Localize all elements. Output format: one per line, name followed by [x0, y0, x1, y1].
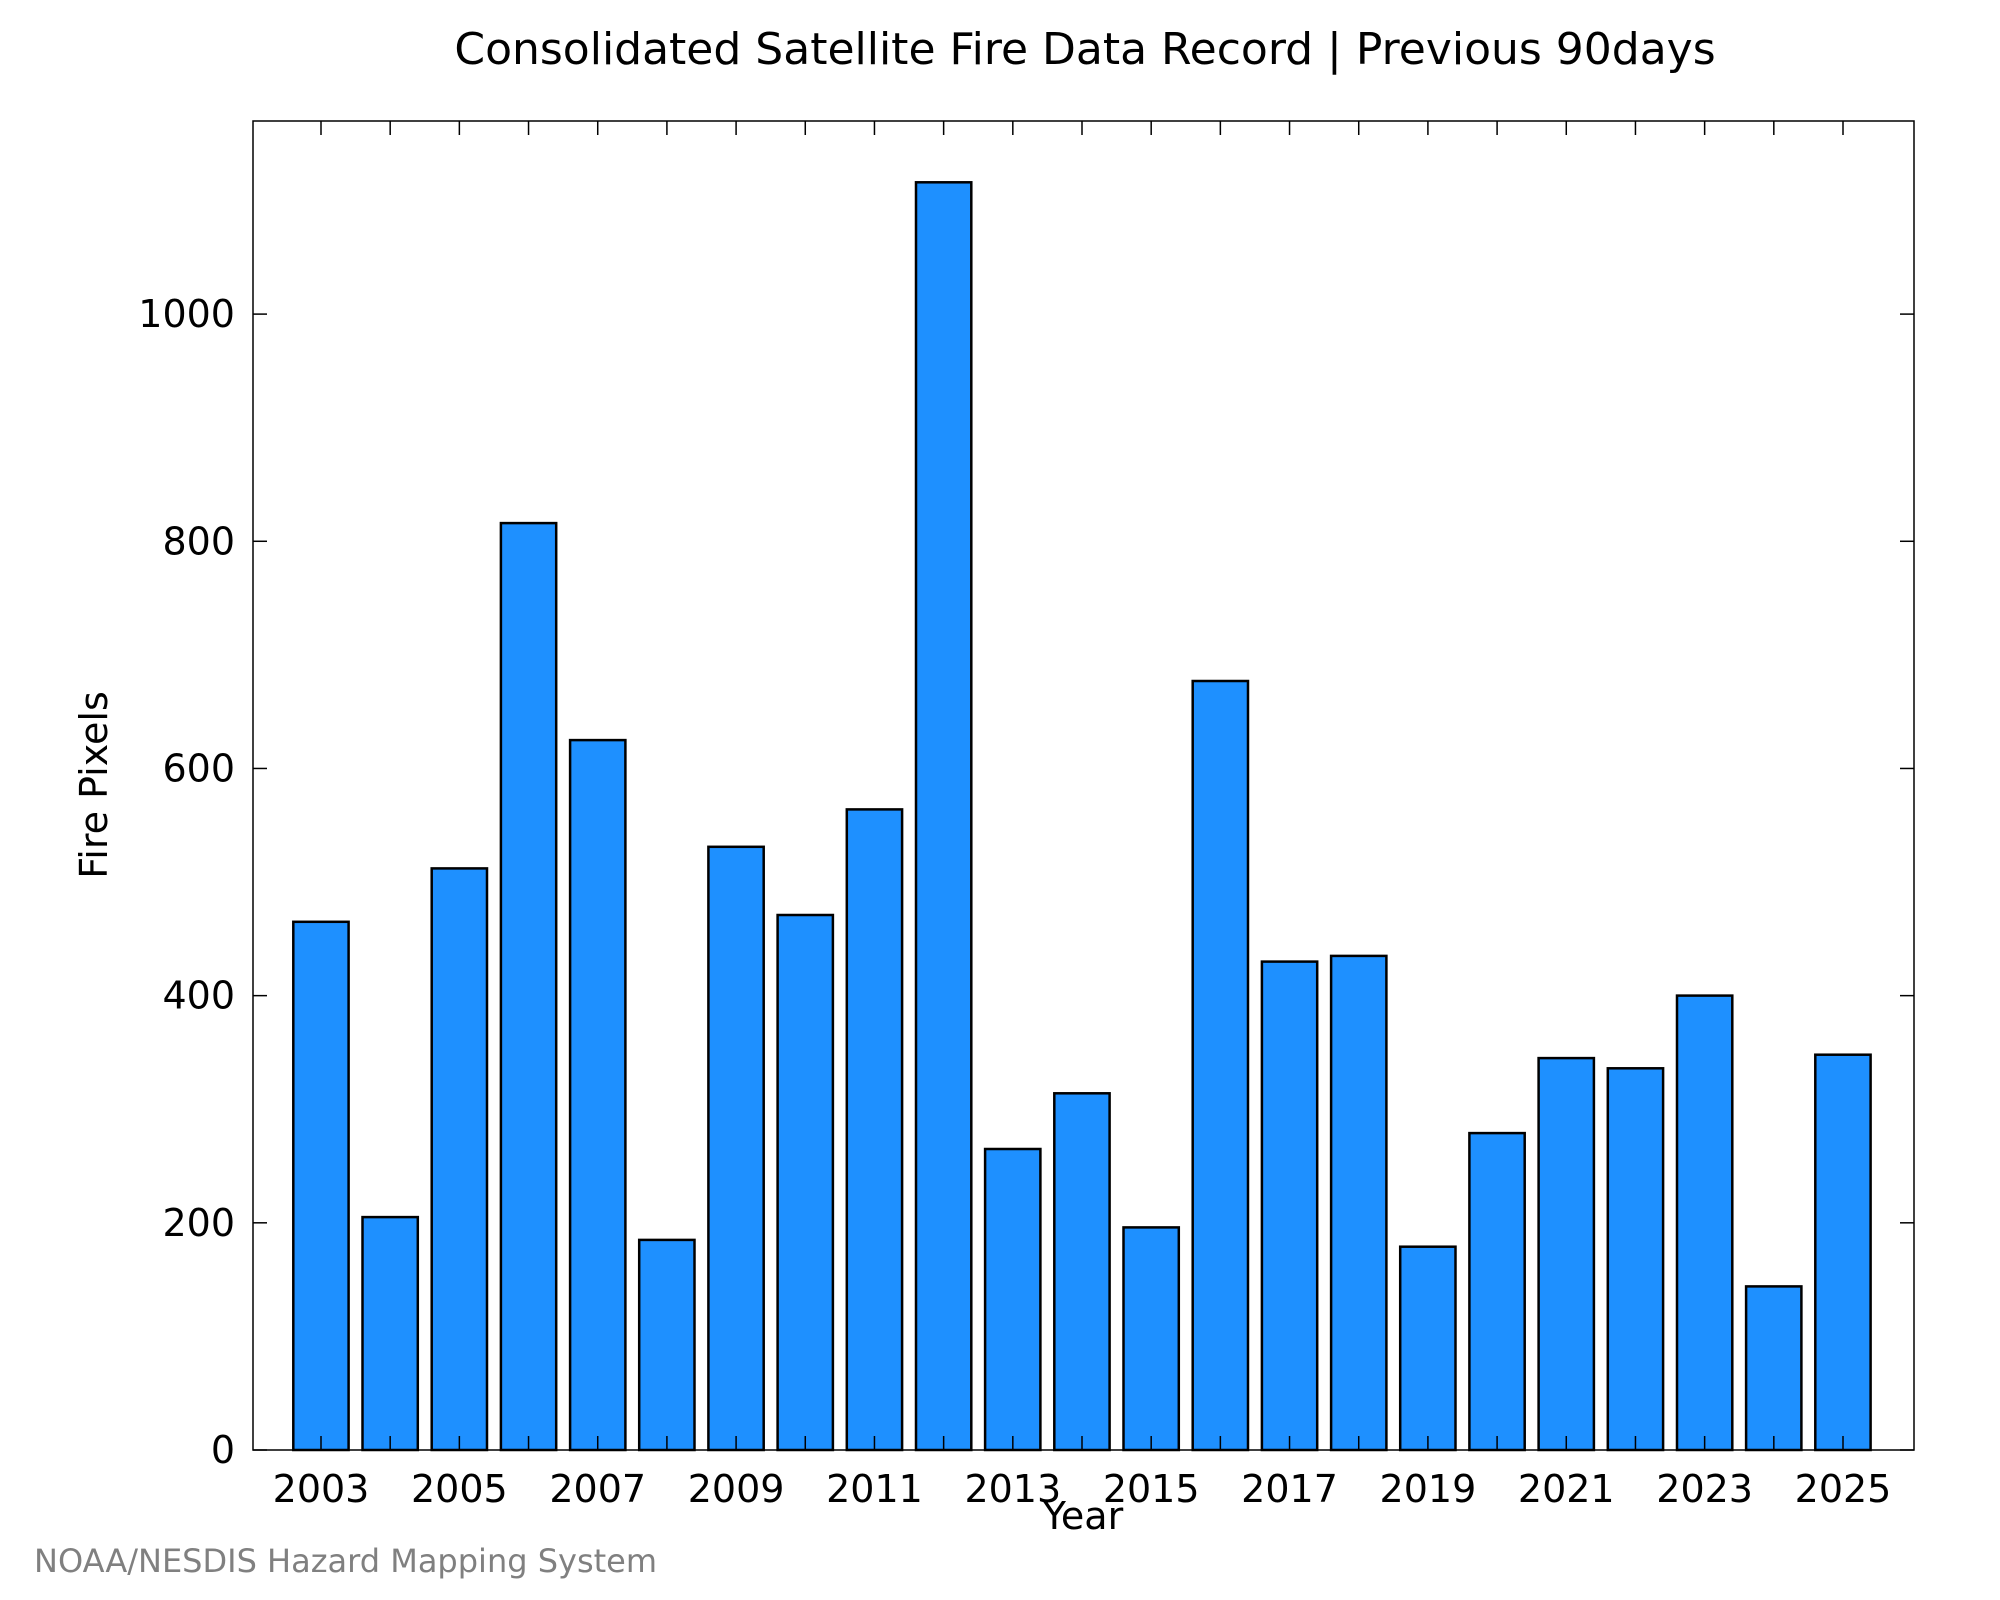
y-tick-label-600: 600 — [162, 746, 235, 790]
bars — [292, 181, 1872, 1452]
plot-frame — [252, 120, 1915, 1451]
credit-text: NOAA/NESDIS Hazard Mapping System — [34, 1542, 657, 1580]
bar-2003 — [292, 920, 350, 1452]
y-tick-label-400: 400 — [162, 974, 235, 1018]
x-tick-label-2013: 2013 — [964, 1467, 1061, 1511]
x-tick-label-2021: 2021 — [1518, 1467, 1615, 1511]
bar-2022 — [1606, 1067, 1665, 1452]
bar-2025 — [1814, 1053, 1872, 1452]
bar-2017 — [1260, 960, 1319, 1452]
bar-2019 — [1398, 1245, 1457, 1452]
bar-2007 — [568, 738, 627, 1452]
y-tick-label-1000: 1000 — [138, 292, 235, 336]
bar-2011 — [845, 808, 904, 1452]
bar-2016 — [1191, 679, 1250, 1452]
chart-title: Consolidated Satellite Fire Data Record … — [454, 24, 1715, 75]
y-tick-label-800: 800 — [162, 519, 235, 563]
bar-2004 — [361, 1215, 420, 1452]
y-tick-label-200: 200 — [162, 1201, 235, 1245]
bar-2020 — [1468, 1131, 1526, 1452]
x-axis-ticks: 2003 2005 2007 2009 2011 2013 2015 2017 2019 2021… — [273, 121, 1892, 1511]
bar-2005 — [430, 867, 489, 1452]
bar-2015 — [1122, 1226, 1181, 1452]
bar-2021 — [1537, 1056, 1596, 1452]
x-axis-label: Year — [1042, 1494, 1124, 1538]
bar-2023 — [1675, 994, 1734, 1452]
y-axis-label: Fire Pixels — [72, 691, 116, 879]
y-tick-label-0: 0 — [211, 1428, 235, 1472]
bar-2018 — [1329, 954, 1388, 1452]
bar-2014 — [1053, 1092, 1111, 1452]
bar-2013 — [983, 1147, 1042, 1452]
x-tick-label-2005: 2005 — [411, 1467, 508, 1511]
bar-2010 — [776, 913, 835, 1452]
x-tick-label-2017: 2017 — [1241, 1467, 1338, 1511]
x-tick-label-2009: 2009 — [688, 1467, 785, 1511]
x-tick-label-2019: 2019 — [1380, 1467, 1477, 1511]
x-tick-label-2023: 2023 — [1656, 1467, 1753, 1511]
bar-2008 — [637, 1238, 696, 1452]
x-tick-label-2025: 2025 — [1795, 1467, 1892, 1511]
x-tick-label-2003: 2003 — [273, 1467, 370, 1511]
x-tick-label-2011: 2011 — [826, 1467, 923, 1511]
x-tick-label-2015: 2015 — [1103, 1467, 1200, 1511]
bar-2006 — [499, 521, 558, 1452]
x-tick-label-2007: 2007 — [549, 1467, 646, 1511]
bar-2024 — [1744, 1285, 1803, 1452]
bar-2009 — [707, 845, 765, 1452]
bar-2012 — [914, 181, 973, 1452]
y-axis-ticks: 0 200 400 600 800 1000 — [138, 292, 1914, 1472]
